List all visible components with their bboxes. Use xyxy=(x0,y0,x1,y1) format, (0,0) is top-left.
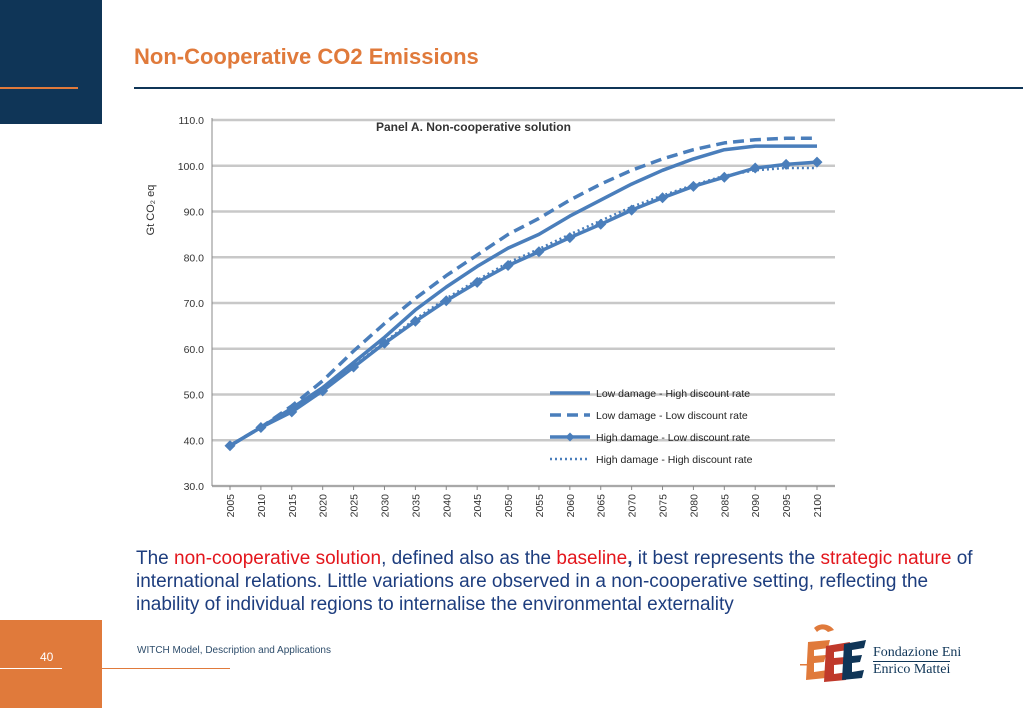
body-text-3: , defined also as the xyxy=(381,548,557,569)
data-point-marker xyxy=(409,315,421,327)
y-tick-label: 110.0 xyxy=(179,115,205,127)
y-tick-label: 60.0 xyxy=(184,344,205,356)
x-tick-label: 2025 xyxy=(349,494,361,518)
page-number-rule xyxy=(0,668,62,669)
term-non-cooperative-solution: non-cooperative solution xyxy=(174,548,382,569)
data-point-marker xyxy=(811,156,823,168)
data-point-marker xyxy=(533,246,545,258)
footer-rule xyxy=(102,668,230,669)
data-point-marker xyxy=(749,162,761,174)
body-text-6: it best represents the xyxy=(632,548,821,569)
y-tick-label: 50.0 xyxy=(184,390,205,402)
term-strategic-nature: strategic nature xyxy=(820,548,952,569)
body-comma: , xyxy=(627,548,633,569)
header-accent-block xyxy=(0,0,102,124)
data-point-marker xyxy=(564,232,576,244)
body-text-8: of international relations. Little varia… xyxy=(136,548,973,615)
logo-text-line2: Enrico Mattei xyxy=(873,661,951,677)
y-tick-label: 40.0 xyxy=(184,435,205,447)
y-axis-label: Gt CO₂ eq xyxy=(145,185,157,236)
footer-accent-block xyxy=(0,620,102,708)
series-line-3 xyxy=(229,160,818,448)
x-tick-label: 2040 xyxy=(441,494,453,518)
body-paragraph: The non-cooperative solution, defined al… xyxy=(136,547,976,616)
x-tick-label: 2070 xyxy=(627,494,639,518)
x-tick-label: 2010 xyxy=(256,494,268,518)
x-tick-label: 2065 xyxy=(596,494,608,518)
logo-text-line1: Fondazione Eni xyxy=(873,645,962,660)
x-tick-label: 2090 xyxy=(750,494,762,518)
x-tick-label: 2095 xyxy=(781,494,793,518)
legend-label: Low damage - Low discount rate xyxy=(596,410,748,422)
x-tick-label: 2050 xyxy=(503,494,515,518)
series-line-2 xyxy=(229,136,817,448)
x-tick-label: 2045 xyxy=(472,494,484,518)
emissions-chart: 30.0 40.0 50.0 60.0 70.0 80.0 90.0 100.0 110.0 20… xyxy=(145,115,835,518)
x-tick-label: 2055 xyxy=(534,494,546,518)
header-accent-rule xyxy=(0,87,78,89)
legend-label: Low damage - High discount rate xyxy=(596,388,750,400)
y-tick-label: 30.0 xyxy=(184,481,205,493)
x-tick-label: 2005 xyxy=(225,494,237,518)
x-tick-label: 2015 xyxy=(287,494,299,518)
x-tick-label: 2080 xyxy=(688,494,700,518)
x-tick-label: 2030 xyxy=(379,494,391,518)
feem-logo xyxy=(800,624,866,682)
x-tick-label: 2020 xyxy=(318,494,330,518)
y-tick-label: 100.0 xyxy=(178,161,204,173)
data-point-marker xyxy=(718,171,730,183)
x-tick-label: 2075 xyxy=(658,494,670,518)
x-tick-label: 2035 xyxy=(410,494,422,518)
data-point-marker xyxy=(687,180,699,192)
term-baseline: baseline xyxy=(556,548,628,569)
y-tick-label: 70.0 xyxy=(184,298,205,310)
data-point-marker xyxy=(595,218,607,230)
data-point-marker xyxy=(224,440,236,452)
page-number: 40 xyxy=(40,650,54,664)
legend-marker xyxy=(565,432,575,442)
body-text-1: The xyxy=(136,548,175,569)
legend-label: High damage - High discount rate xyxy=(596,454,753,466)
footer-text: WITCH Model, Description and Application… xyxy=(137,645,331,656)
x-tick-label: 2085 xyxy=(719,494,731,518)
legend-label: High damage - Low discount rate xyxy=(596,432,750,444)
chart-title: Panel A. Non-cooperative solution xyxy=(376,120,571,134)
title-divider xyxy=(134,87,1023,89)
data-point-marker xyxy=(657,192,669,204)
y-tick-label: 90.0 xyxy=(184,207,205,219)
data-point-marker xyxy=(440,295,452,307)
series-line-4 xyxy=(229,166,817,447)
slide-title: Non-Cooperative CO2 Emissions xyxy=(134,44,479,69)
x-tick-label: 2060 xyxy=(565,494,577,518)
series-line-1 xyxy=(229,144,817,448)
x-tick-label: 2100 xyxy=(812,494,824,518)
data-point-marker xyxy=(780,158,792,170)
y-tick-label: 80.0 xyxy=(184,252,205,264)
data-point-marker xyxy=(626,204,638,216)
